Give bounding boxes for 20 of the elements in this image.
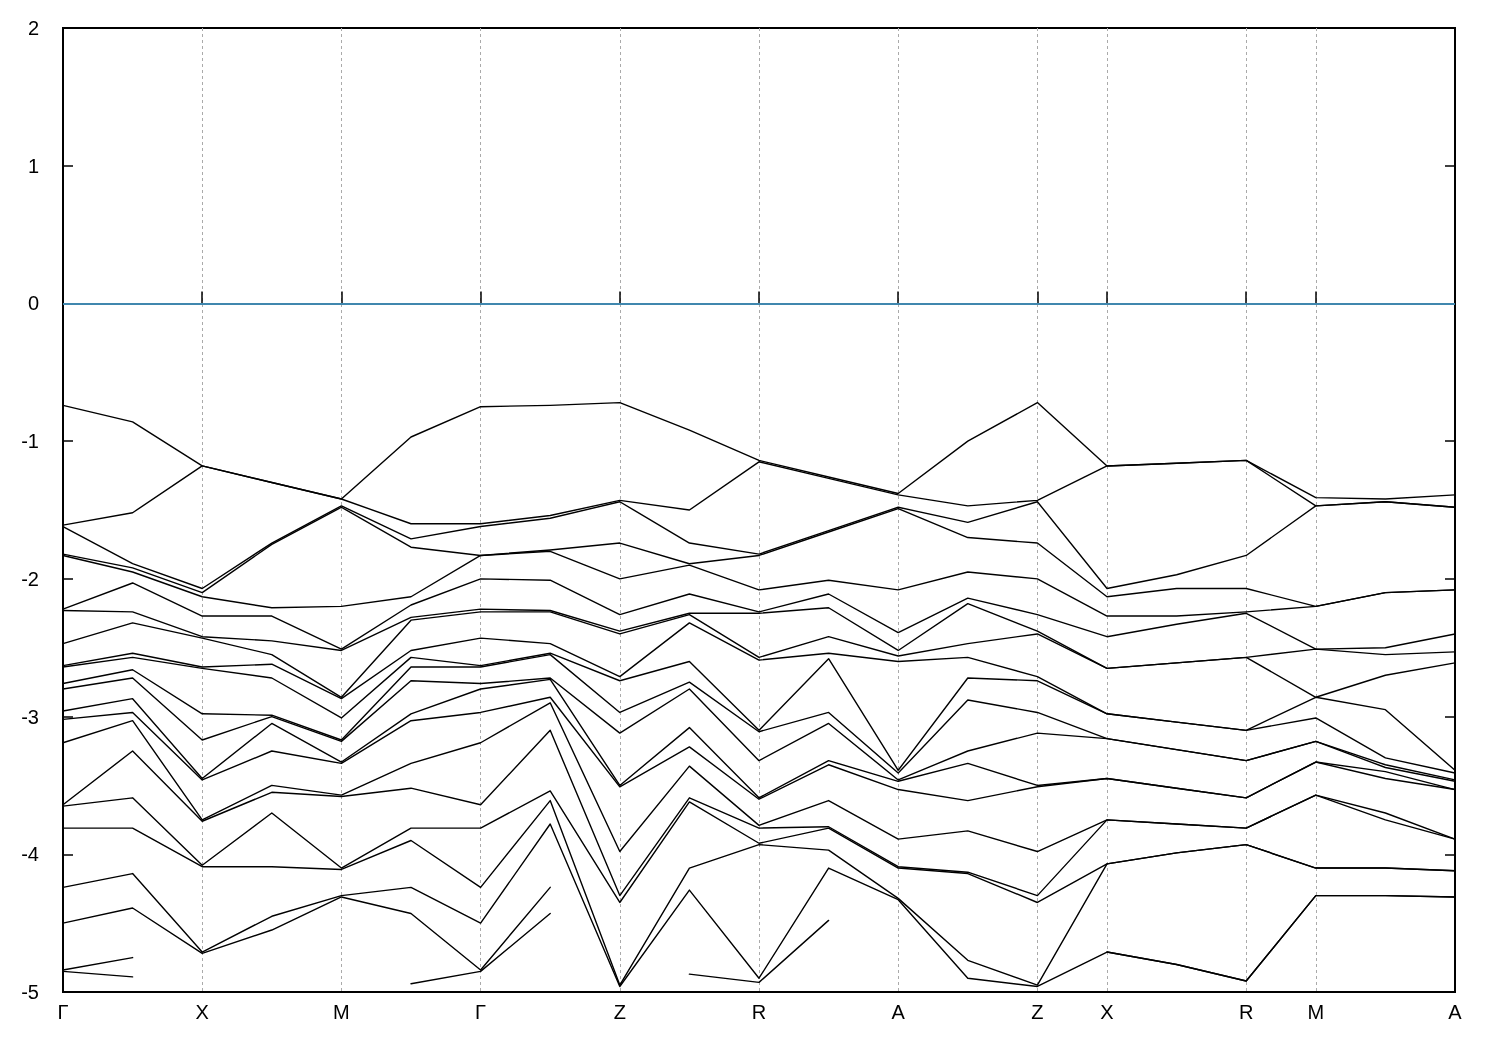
x-tick-label: M	[1307, 1001, 1325, 1023]
y-tick-label: -5	[21, 981, 39, 1003]
x-tick-label: Γ	[475, 1001, 487, 1023]
x-tick-label: R	[1238, 1001, 1254, 1023]
y-tick-label: 2	[27, 17, 39, 39]
y-tick-label: -3	[21, 705, 39, 728]
y-tick-label: 0	[27, 292, 39, 315]
x-tick-label: A	[891, 1001, 906, 1023]
x-tick-label: Z	[613, 1001, 626, 1023]
y-tick-label: -2	[21, 567, 39, 590]
y-tick-label: 1	[27, 154, 39, 177]
y-tick-label: -1	[21, 430, 39, 453]
x-tick-label: X	[195, 1001, 209, 1023]
x-tick-label: R	[751, 1001, 767, 1023]
x-tick-label: X	[1100, 1001, 1114, 1023]
x-tick-label: M	[333, 1001, 350, 1023]
y-tick-label: -4	[21, 843, 39, 866]
x-tick-label: Z	[1031, 1001, 1044, 1023]
x-tick-label: Γ	[57, 1001, 69, 1023]
x-tick-label: A	[1448, 1001, 1463, 1023]
